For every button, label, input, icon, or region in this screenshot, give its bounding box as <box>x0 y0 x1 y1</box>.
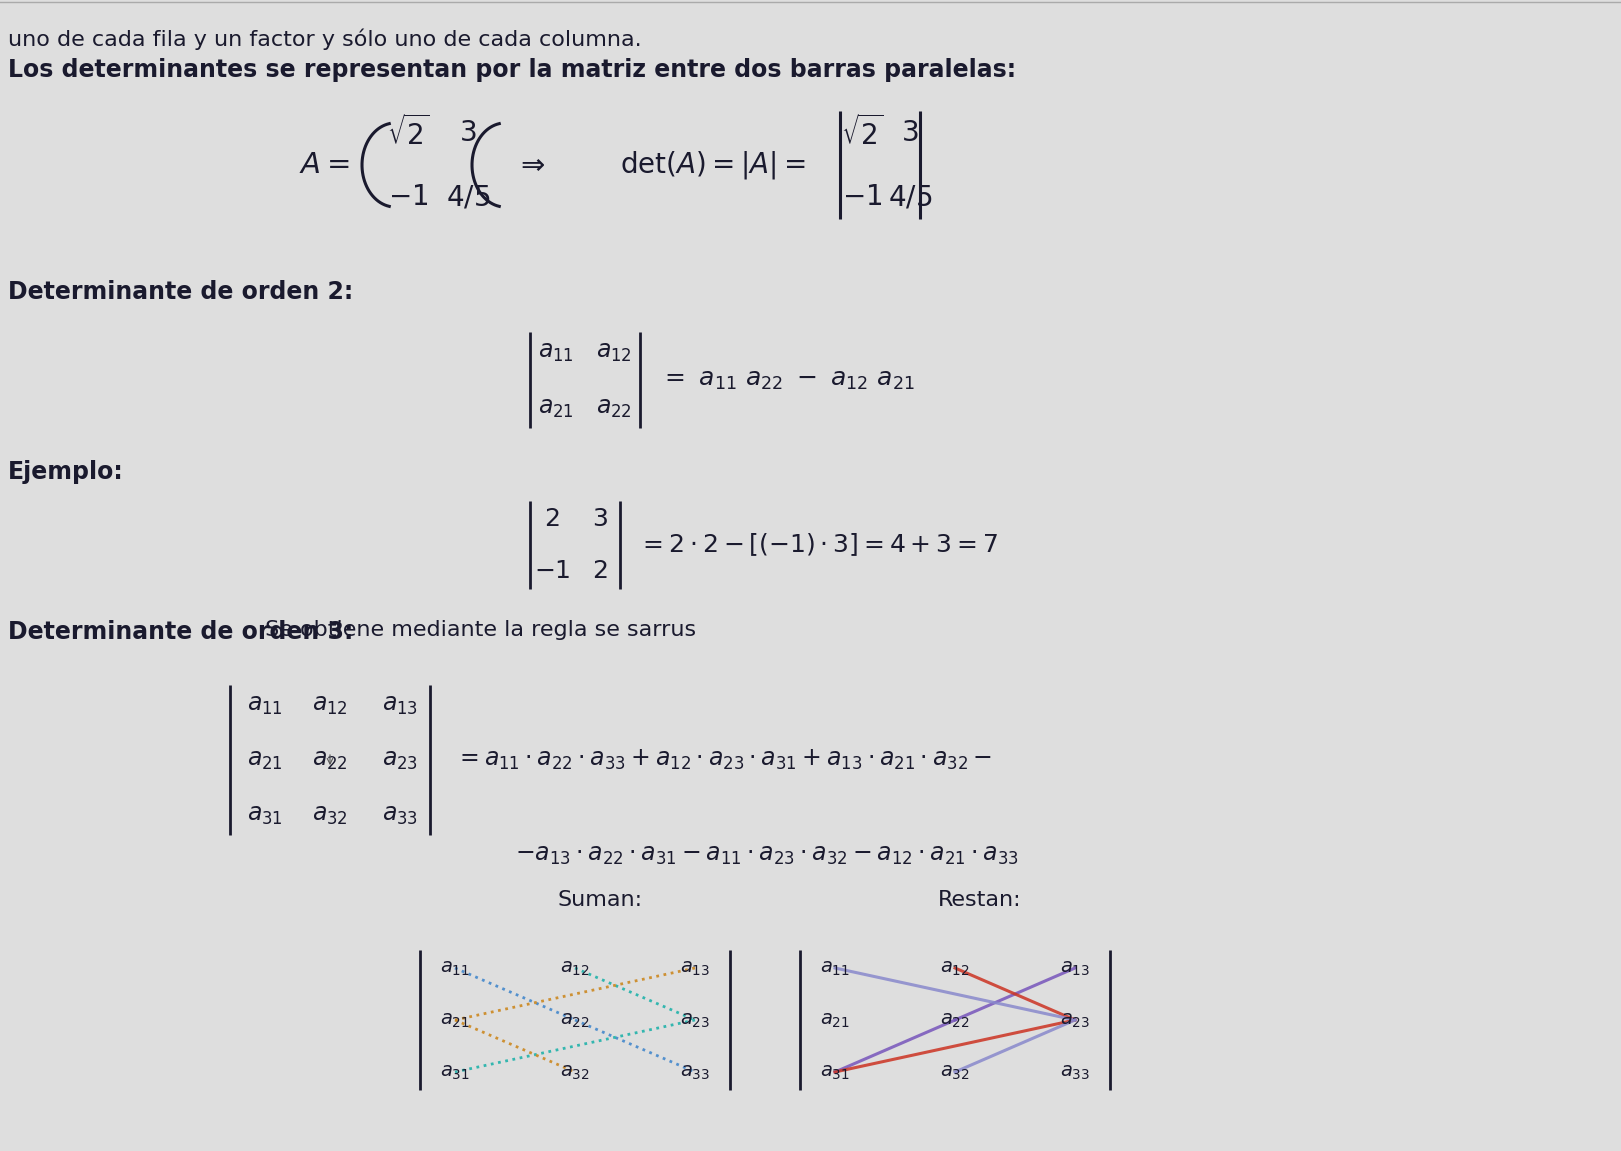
Text: $a_{31}$: $a_{31}$ <box>439 1062 470 1082</box>
Text: $a_{12}$: $a_{12}$ <box>940 959 969 977</box>
Text: uno de cada fila y un factor y sólo uno de cada columna.: uno de cada fila y un factor y sólo uno … <box>8 28 642 49</box>
Text: $a_{21}$: $a_{21}$ <box>246 748 284 772</box>
Text: $3$: $3$ <box>901 119 919 147</box>
Text: $-1$: $-1$ <box>533 559 571 584</box>
Text: $a_{22}$: $a_{22}$ <box>597 396 632 420</box>
Text: $a_{31}$: $a_{31}$ <box>820 1062 849 1082</box>
Text: $a_{13}$: $a_{13}$ <box>1060 959 1089 977</box>
Text: $a_{23}$: $a_{23}$ <box>679 1011 710 1029</box>
Text: $a_{23}$: $a_{23}$ <box>1060 1011 1089 1029</box>
Text: $\sqrt{2}$: $\sqrt{2}$ <box>841 115 883 151</box>
Text: Ejemplo:: Ejemplo: <box>8 460 123 485</box>
Text: $a_{33}$: $a_{33}$ <box>679 1062 710 1082</box>
Text: $= \ a_{11} \ a_{22} \ - \ a_{12} \ a_{21}$: $= \ a_{11} \ a_{22} \ - \ a_{12} \ a_{2… <box>660 368 914 392</box>
Text: $a_{13}$: $a_{13}$ <box>383 693 418 717</box>
Text: $a_{32}$: $a_{32}$ <box>313 803 349 828</box>
Text: $a_{11}$: $a_{11}$ <box>246 693 284 717</box>
Text: $3$: $3$ <box>459 119 477 147</box>
Text: $-1$: $-1$ <box>387 183 428 211</box>
Text: $a_{33}$: $a_{33}$ <box>383 803 418 828</box>
Text: $= a_{11} \cdot a_{22} \cdot a_{33} + a_{12} \cdot a_{23} \cdot a_{31} + a_{13} : $= a_{11} \cdot a_{22} \cdot a_{33} + a_… <box>456 748 992 772</box>
Text: $A = $: $A = $ <box>300 151 350 180</box>
Text: $-1$: $-1$ <box>841 183 882 211</box>
Text: $4/5$: $4/5$ <box>888 183 932 211</box>
Text: $3$: $3$ <box>592 506 608 531</box>
Text: Determinante de orden 3:: Determinante de orden 3: <box>8 620 353 645</box>
Text: $a_{32}$: $a_{32}$ <box>940 1062 969 1082</box>
Text: $2$: $2$ <box>545 506 559 531</box>
Text: $a_{21}$: $a_{21}$ <box>538 396 574 420</box>
Text: Determinante de orden 2:: Determinante de orden 2: <box>8 280 353 304</box>
Text: Restan:: Restan: <box>939 890 1021 910</box>
Text: $a_{11}$: $a_{11}$ <box>439 959 470 977</box>
Text: $a_{33}$: $a_{33}$ <box>1060 1062 1089 1082</box>
Text: $a_{21}$: $a_{21}$ <box>439 1011 470 1029</box>
Text: $\Rightarrow$: $\Rightarrow$ <box>515 151 545 180</box>
Text: $a_{12}$: $a_{12}$ <box>597 340 632 364</box>
Text: $a_{22}$: $a_{22}$ <box>561 1011 590 1029</box>
Text: $a_{21}$: $a_{21}$ <box>820 1011 849 1029</box>
Text: $a_{12}$: $a_{12}$ <box>313 693 349 717</box>
Text: Se obtiene mediante la regla se sarrus: Se obtiene mediante la regla se sarrus <box>258 620 695 640</box>
Text: Suman:: Suman: <box>558 890 642 910</box>
Text: $a_{11}$: $a_{11}$ <box>538 340 574 364</box>
Text: $a_{23}$: $a_{23}$ <box>383 748 418 772</box>
Text: $a_{11}$: $a_{11}$ <box>820 959 849 977</box>
Text: $a_{22}$: $a_{22}$ <box>940 1011 969 1029</box>
Text: $a_{22}$: $a_{22}$ <box>313 748 349 772</box>
Text: $2$: $2$ <box>592 559 608 584</box>
Text: $\det(A) = |A| = $: $\det(A) = |A| = $ <box>619 148 806 181</box>
Text: $\sqrt{2}$: $\sqrt{2}$ <box>386 115 430 151</box>
Text: $a_{12}$: $a_{12}$ <box>561 959 590 977</box>
Text: Los determinantes se representan por la matriz entre dos barras paralelas:: Los determinantes se representan por la … <box>8 58 1016 82</box>
Text: $- a_{13} \cdot a_{22} \cdot a_{31} - a_{11} \cdot a_{23} \cdot a_{32} - a_{12} : $- a_{13} \cdot a_{22} \cdot a_{31} - a_… <box>515 843 1020 867</box>
Text: $= 2 \cdot 2 - [(-1) \cdot 3] = 4 + 3 = 7$: $= 2 \cdot 2 - [(-1) \cdot 3] = 4 + 3 = … <box>639 532 999 558</box>
Text: $a_{31}$: $a_{31}$ <box>246 803 284 828</box>
Text: $4/5$: $4/5$ <box>446 183 490 211</box>
Text: $a_{32}$: $a_{32}$ <box>561 1062 590 1082</box>
Text: $a_{13}$: $a_{13}$ <box>679 959 710 977</box>
